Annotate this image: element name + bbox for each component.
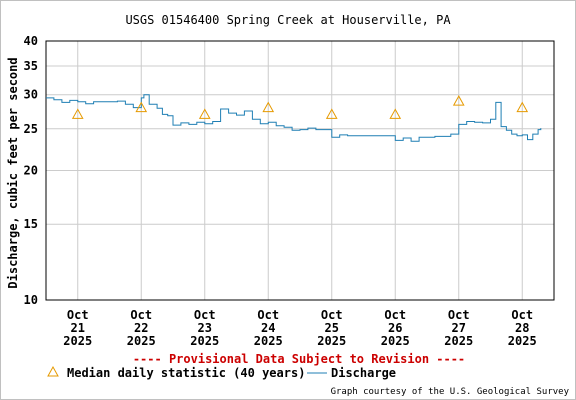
legend: Median daily statistic (40 years) Discha… [47, 365, 396, 380]
x-tick-label: 2025 [127, 334, 156, 348]
median-marker [198, 108, 211, 119]
y-tick-label: 15 [24, 217, 38, 231]
series-layer [46, 94, 542, 142]
median-marker [389, 108, 402, 119]
x-tick-label: 2025 [63, 334, 92, 348]
x-tick-label: Oct [448, 308, 470, 322]
median-marker [135, 101, 148, 113]
y-axis-label: Discharge, cubic feet per second [6, 57, 20, 288]
credit-text: Graph courtesy of the U.S. Geological Su… [331, 387, 570, 397]
legend-discharge-label: Discharge [331, 366, 396, 380]
y-tick-label: 40 [24, 34, 38, 48]
tick-layer: 10152025303540Oct212025Oct222025Oct23202… [24, 34, 537, 348]
median-marker [516, 101, 529, 113]
x-tick-label: 21 [71, 321, 85, 335]
x-tick-label: 23 [198, 321, 212, 335]
provisional-note: ---- Provisional Data Subject to Revisio… [133, 352, 465, 366]
x-tick-label: 2025 [254, 334, 283, 348]
x-tick-label: 25 [325, 321, 339, 335]
legend-median-label: Median daily statistic (40 years) [67, 366, 305, 380]
x-tick-label: 26 [388, 321, 402, 335]
x-tick-label: Oct [257, 308, 279, 322]
discharge-line [46, 94, 542, 142]
y-tick-label: 30 [24, 88, 38, 102]
plot-area-border [45, 40, 555, 301]
median-marker [71, 108, 84, 119]
x-tick-label: 2025 [444, 334, 473, 348]
x-tick-label: Oct [67, 308, 89, 322]
x-tick-label: 2025 [190, 334, 219, 348]
x-tick-label: 24 [261, 321, 275, 335]
x-tick-label: Oct [511, 308, 533, 322]
median-marker [325, 108, 338, 119]
x-tick-label: 2025 [508, 334, 537, 348]
x-tick-label: 28 [515, 321, 529, 335]
chart-title: USGS 01546400 Spring Creek at Houservill… [125, 13, 451, 27]
x-tick-label: 22 [134, 321, 148, 335]
y-tick-label: 10 [24, 293, 38, 307]
x-tick-label: Oct [194, 308, 216, 322]
median-marker [262, 101, 275, 113]
x-tick-label: 27 [452, 321, 466, 335]
x-tick-label: Oct [384, 308, 406, 322]
x-tick-label: Oct [321, 308, 343, 322]
y-tick-label: 20 [24, 164, 38, 178]
y-tick-label: 35 [24, 59, 38, 73]
legend-median-marker [47, 365, 59, 377]
y-tick-label: 25 [24, 122, 38, 136]
x-tick-label: Oct [130, 308, 152, 322]
x-tick-label: 2025 [317, 334, 346, 348]
median-marker [452, 95, 465, 106]
grid-layer [45, 40, 555, 301]
x-tick-label: 2025 [381, 334, 410, 348]
